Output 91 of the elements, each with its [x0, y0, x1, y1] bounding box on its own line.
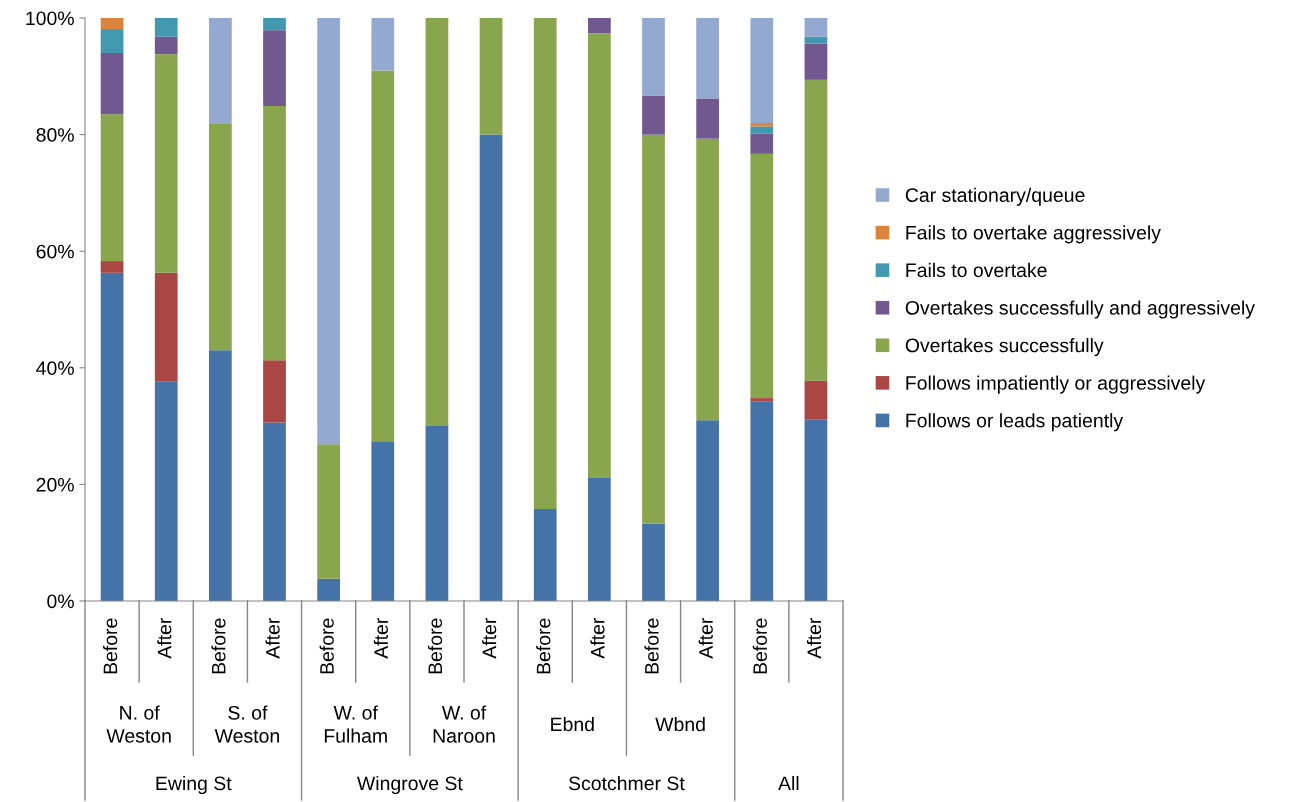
x-tick-label: Before — [427, 618, 443, 674]
bar — [263, 422, 286, 601]
bar — [587, 33, 611, 478]
bar — [154, 381, 178, 601]
bar — [100, 29, 124, 53]
bar — [750, 153, 774, 399]
bar — [425, 18, 449, 427]
bar — [425, 426, 449, 601]
x-tick-label: Before — [644, 618, 659, 674]
bar — [750, 18, 774, 123]
y-tick-label: 60% — [36, 244, 74, 259]
legend-label: Car stationary/queue — [905, 187, 1085, 206]
bar — [154, 36, 178, 55]
bar — [804, 18, 828, 37]
bar — [750, 401, 774, 601]
y-tick-label: 80% — [36, 128, 74, 142]
bar — [154, 54, 178, 273]
text: Ebnd — [551, 716, 594, 732]
text: N. of Weston — [106, 705, 171, 743]
text: Wbnd — [655, 716, 705, 732]
bar — [263, 360, 286, 423]
bar — [263, 18, 286, 31]
bar — [479, 134, 503, 601]
text: Ewing St — [156, 775, 232, 795]
bar — [750, 398, 774, 402]
text: Wingrove St — [356, 775, 463, 795]
bar — [804, 79, 828, 381]
x-tick-label: Before — [536, 618, 551, 674]
x-tick-label: After — [373, 617, 389, 659]
legend-label: Follows impatiently or aggressively — [906, 375, 1206, 394]
text: Scotchmer St — [568, 775, 685, 791]
x-tick-label: After — [157, 617, 172, 659]
legend-label: Follows or leads patiently — [906, 413, 1124, 432]
bar — [804, 43, 828, 80]
bar — [263, 30, 286, 107]
x-tick-label: Before — [211, 618, 226, 674]
text: W. of Fulham — [324, 705, 387, 743]
bar — [100, 272, 124, 601]
text: S. of Weston — [214, 705, 279, 743]
text: W. of Naroon — [433, 705, 495, 743]
bar — [317, 18, 341, 445]
bar — [533, 18, 557, 509]
bar — [317, 578, 341, 601]
bar — [317, 444, 341, 579]
bar — [642, 95, 665, 135]
x-tick-label: After — [482, 617, 497, 659]
legend-label: Overtakes successfully and aggressively — [905, 300, 1255, 319]
bar — [696, 18, 720, 99]
bar — [263, 106, 286, 361]
bar — [100, 261, 124, 273]
bar — [371, 70, 395, 442]
bar — [642, 18, 665, 96]
bar — [371, 441, 395, 601]
x-tick-label: Before — [103, 618, 118, 674]
y-tick-label: 0% — [47, 594, 74, 609]
legend-label: Fails to overtake — [906, 262, 1047, 278]
bar — [154, 18, 178, 37]
bar — [750, 126, 774, 134]
bar — [479, 18, 503, 135]
y-tick-label: 100% — [26, 11, 74, 26]
x-tick-label: After — [590, 617, 605, 659]
bar — [208, 350, 232, 601]
bar — [533, 508, 557, 601]
x-tick-label: Before — [319, 618, 334, 674]
bar — [696, 138, 720, 421]
bar — [804, 36, 828, 44]
bar — [371, 18, 395, 71]
legend-label: Overtakes successfully — [905, 338, 1104, 357]
bar — [642, 134, 665, 524]
bar — [804, 380, 828, 420]
bar — [696, 98, 720, 139]
bar — [208, 124, 232, 351]
y-tick-label: 20% — [36, 477, 74, 492]
bar — [154, 272, 178, 382]
bar — [696, 420, 720, 601]
bar — [208, 18, 232, 125]
bar — [100, 114, 124, 262]
bar — [100, 52, 124, 115]
x-tick-label: After — [806, 617, 822, 659]
x-tick-label: After — [265, 617, 280, 659]
bar — [750, 133, 774, 154]
text: All — [778, 775, 799, 791]
x-tick-label: Before — [752, 618, 768, 674]
y-tick-label: 40% — [36, 361, 74, 376]
legend-label: Fails to overtake aggressively — [906, 225, 1161, 244]
bar — [587, 477, 611, 601]
x-tick-label: After — [698, 617, 713, 659]
bar — [100, 18, 124, 30]
bar — [587, 18, 611, 34]
bar — [804, 419, 828, 601]
bar — [642, 523, 665, 601]
